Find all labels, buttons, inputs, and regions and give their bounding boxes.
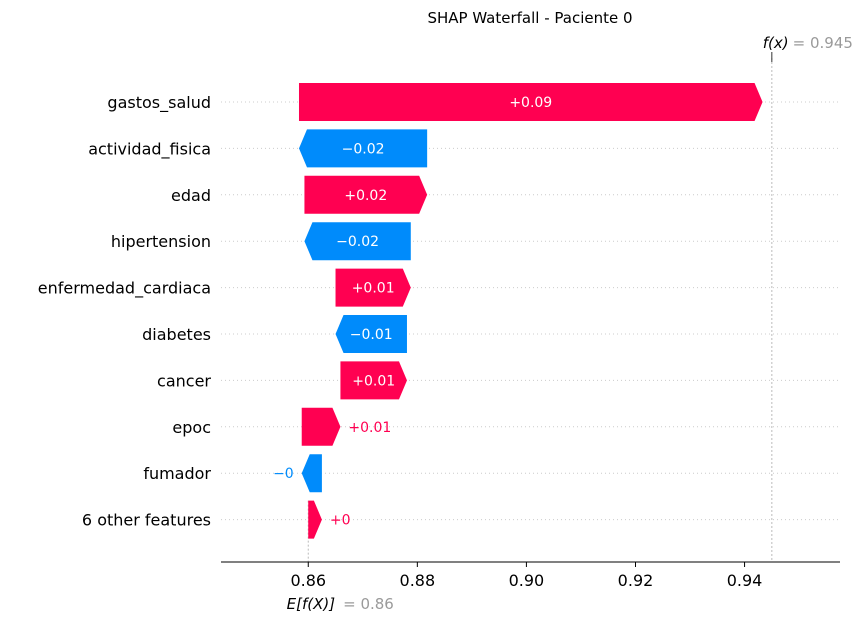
feature-label: cancer	[157, 371, 211, 390]
bar-gastos_salud	[298, 83, 763, 121]
bar-value-label: +0.01	[352, 373, 395, 389]
feature-label: hipertension	[111, 232, 211, 251]
feature-label: diabetes	[142, 325, 211, 344]
bar-diabetes	[335, 315, 407, 353]
bar-value-label: +0.01	[348, 420, 391, 436]
bar-value-label: +0.09	[509, 95, 552, 111]
bar-cancer	[340, 361, 407, 400]
bar-epoc	[301, 407, 341, 446]
bar-enfermedad_cardiaca	[335, 268, 411, 307]
feature-label: epoc	[172, 418, 211, 437]
feature-label: edad	[171, 186, 211, 205]
bar-value-label: +0.01	[352, 281, 395, 297]
bar-value-label: +0.02	[344, 188, 387, 204]
bar-fumador	[301, 454, 322, 493]
x-tick-label: 0.86	[290, 571, 326, 590]
x-axis: 0.86 0.88 0.90 0.92 0.94	[221, 561, 840, 590]
bar-value-label: +0	[330, 513, 351, 529]
feature-label: actividad_fisica	[88, 139, 211, 159]
output-value-label: f(x) = 0.945	[763, 34, 853, 52]
bar-value-label: −0	[273, 466, 294, 482]
reference-lines	[307, 52, 773, 562]
feature-label: gastos_salud	[107, 93, 211, 113]
bar-actividad_fisica	[298, 129, 428, 168]
bar-6-other-features	[308, 500, 322, 539]
chart-title: SHAP Waterfall - Paciente 0	[427, 9, 632, 27]
x-tick-label: 0.88	[400, 571, 436, 590]
x-tick-label: 0.90	[509, 571, 545, 590]
bars: +0.09 −0.02 +0.02 −0.02 +0.01 −0.01 +0.01 +0.01…	[273, 83, 763, 539]
bar-value-label: −0.01	[350, 327, 393, 343]
bar-value-label: −0.02	[342, 141, 385, 157]
feature-label: enfermedad_cardiaca	[38, 279, 211, 299]
x-tick-label: 0.94	[727, 571, 763, 590]
bar-value-label: −0.02	[336, 234, 379, 250]
x-tick-label: 0.92	[618, 571, 654, 590]
base-value-label: E[f(X)] = 0.86	[287, 595, 394, 613]
feature-label: 6 other features	[82, 511, 211, 530]
bar-hipertension	[304, 222, 411, 261]
feature-label: fumador	[143, 464, 211, 483]
bar-edad	[304, 175, 428, 214]
